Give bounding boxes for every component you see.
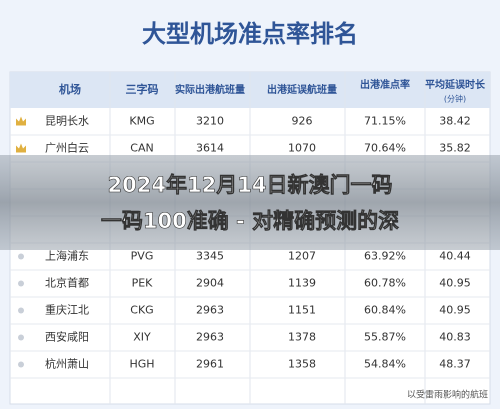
table-cell: 北京首都: [45, 276, 89, 290]
table-cell: 1207: [288, 250, 316, 263]
table-cell: XIY: [133, 331, 151, 344]
header-cell: 出港准点率: [360, 78, 410, 91]
table-cell: 63.92%: [364, 250, 406, 263]
table-cell: 70.64%: [364, 142, 406, 155]
table-cell: PVG: [131, 250, 154, 263]
table-cell: 重庆江北: [45, 303, 89, 317]
table-cell: 3210: [196, 115, 224, 128]
table-cell: 71.15%: [364, 115, 406, 128]
table-cell: 1151: [288, 304, 316, 317]
table-cell: 60.78%: [364, 277, 406, 290]
table-cell: 2961: [196, 358, 224, 371]
table-cell: 40.95: [439, 304, 471, 317]
table-cell: 60.84%: [364, 304, 406, 317]
overlay-line: 一码100准确 - 对精确预测的深: [101, 209, 399, 233]
header-cell: 实际出港航班量: [175, 83, 245, 96]
title: 大型机场准点率排名: [142, 20, 358, 48]
airport-icon: [18, 334, 24, 341]
table-cell: 40.44: [439, 250, 471, 263]
airport-icon: [18, 307, 24, 314]
overlay-line: 2024年12月14日新澳门一码: [108, 173, 393, 197]
header-cell: 出港延误航班量: [267, 83, 337, 96]
table-cell: 3345: [196, 250, 224, 263]
table-cell: 昆明长水: [45, 115, 89, 128]
table-cell: 40.83: [439, 331, 471, 344]
table-cell: HGH: [129, 358, 154, 371]
table-cell: 上海浦东: [45, 249, 89, 263]
header-cell: 三字码: [126, 82, 159, 96]
airport-icon: [18, 253, 24, 260]
crown-icon: [16, 116, 26, 126]
table-cell: 2904: [196, 277, 224, 290]
table-cell: 3614: [196, 142, 224, 155]
table-cell: 西安咸阳: [45, 330, 89, 344]
table-cell: 1358: [288, 358, 316, 371]
table-cell: 广州白云: [45, 141, 89, 155]
table-cell: 55.87%: [364, 331, 406, 344]
crown-icon: [16, 143, 26, 153]
table-cell: 48.37: [439, 358, 471, 371]
header-cell: 平均延误时长: [425, 78, 486, 91]
table-cell: 926: [292, 115, 313, 128]
header-cell: 机场: [59, 82, 81, 96]
table-cell: 38.42: [439, 115, 471, 128]
table-cell: 1139: [288, 277, 316, 290]
table-cell: 2963: [196, 304, 224, 317]
table-cell: PEK: [132, 277, 154, 290]
table-cell: 54.84%: [364, 358, 406, 371]
airport-icon: [18, 361, 24, 368]
watermark: 以受雷雨影响的航班: [407, 389, 488, 401]
table-cell: 杭州萧山: [45, 357, 89, 371]
table-cell: 1070: [288, 142, 316, 155]
table-cell: 2963: [196, 331, 224, 344]
overlay-band: [0, 155, 500, 250]
table-cell: 1378: [288, 331, 316, 344]
table-cell: CKG: [130, 304, 153, 317]
table-cell: KMG: [129, 115, 154, 128]
table-cell: 40.95: [439, 277, 471, 290]
table-cell: CAN: [130, 142, 153, 155]
table-cell: 35.82: [439, 142, 471, 155]
airport-icon: [18, 280, 24, 287]
header-sub: (分钟): [444, 94, 466, 104]
